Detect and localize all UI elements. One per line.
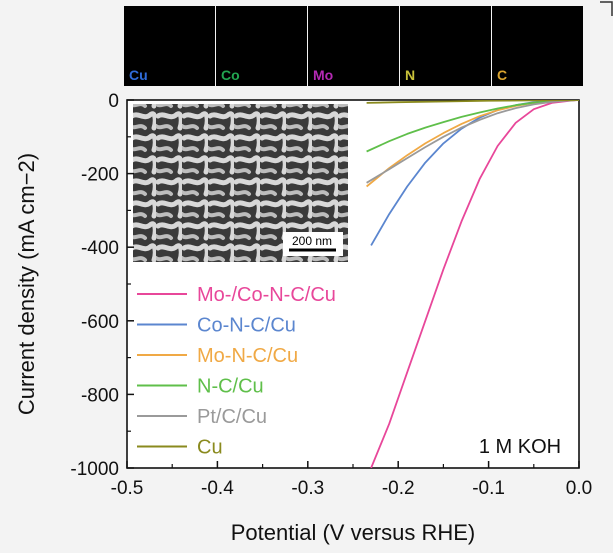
element-map-c: C	[492, 6, 583, 86]
annotation-electrolyte: 1 M KOH	[479, 436, 561, 458]
sem-inset: 200 nm	[133, 104, 348, 262]
scale-bar-background	[283, 232, 343, 256]
element-map-label: N	[405, 67, 415, 83]
element-map-cu: Cu	[124, 6, 215, 86]
x-tick-label: -0.1	[472, 478, 505, 499]
element-map-n: N	[400, 6, 491, 86]
corner-icon	[600, 1, 613, 16]
scale-bar-label: 200 nm	[292, 234, 332, 248]
series-line	[366, 100, 579, 184]
legend-item: Mo-N-C/Cu	[137, 345, 298, 367]
series-lines	[366, 100, 579, 468]
element-map-mo: Mo	[308, 6, 399, 86]
element-map-co: Co	[216, 6, 307, 86]
x-tick-label: -0.2	[382, 478, 415, 499]
element-map-label: Co	[221, 67, 240, 83]
element-map-label: C	[497, 67, 507, 83]
x-tick-label: 0.0	[566, 478, 592, 499]
legend-item: Cu	[137, 437, 223, 459]
series-line	[366, 100, 579, 104]
legend-label: Pt/C/Cu	[197, 406, 267, 428]
element-map-label: Cu	[129, 67, 148, 83]
legend-item: Mo-/Co-N-C/Cu	[137, 284, 336, 306]
legend-label: Cu	[197, 437, 223, 459]
element-map-label: Mo	[313, 67, 333, 83]
x-tick-label: -0.3	[291, 478, 324, 499]
legend-label: Mo-N-C/Cu	[197, 345, 298, 367]
x-tick-label: -0.4	[201, 478, 234, 499]
axis-ticks: -0.5 -0.4 -0.3 -0.2 -0.1 0.0 0 -200 -400 -600 -800…	[70, 91, 592, 499]
legend-label: N-C/Cu	[197, 376, 264, 398]
legend-item: Co-N-C/Cu	[137, 315, 296, 337]
y-tick-label: -600	[81, 312, 119, 333]
y-tick-label: 0	[108, 91, 119, 112]
series-line	[370, 100, 579, 468]
legend: Mo-/Co-N-C/Cu Co-N-C/Cu Mo-N-C/Cu N-C/Cu Pt/…	[137, 284, 336, 459]
legend-label: Mo-/Co-N-C/Cu	[197, 284, 336, 306]
y-tick-label: -400	[81, 238, 119, 259]
y-tick-label: -800	[81, 385, 119, 406]
elemental-map-strip: Cu Co Mo N C	[124, 6, 583, 86]
y-tick-label: -1000	[70, 459, 119, 480]
x-axis-title: Potential (V versus RHE)	[231, 520, 476, 545]
y-tick-label: -200	[81, 165, 119, 186]
legend-label: Co-N-C/Cu	[197, 315, 296, 337]
x-tick-label: -0.5	[111, 478, 144, 499]
y-axis-title: Current density (mA cm−2)	[14, 153, 39, 415]
legend-item: Pt/C/Cu	[137, 406, 267, 428]
legend-item: N-C/Cu	[137, 376, 264, 398]
